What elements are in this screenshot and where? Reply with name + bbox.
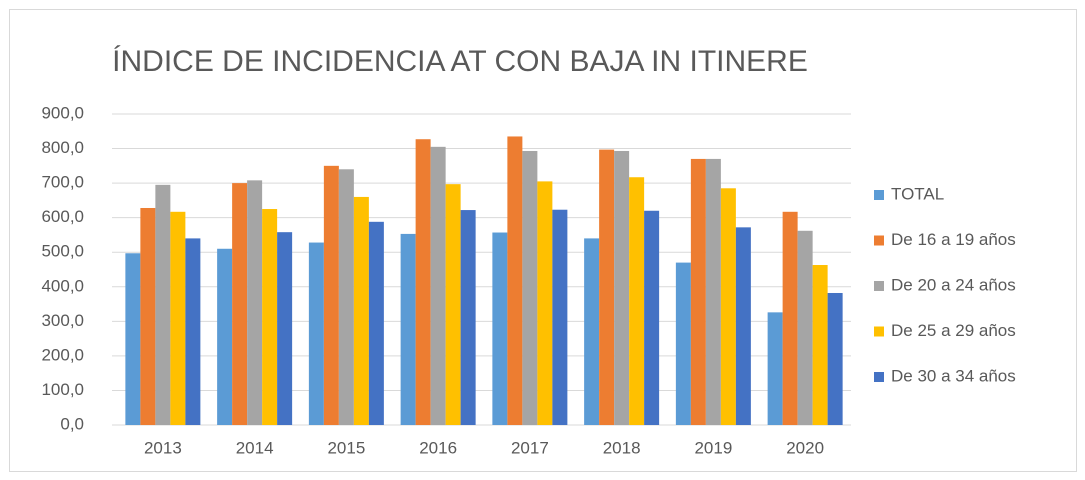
x-tick-label: 2014 [236, 438, 274, 457]
bar [599, 149, 615, 425]
legend-label: De 30 a 34 años [891, 366, 1016, 385]
bar [277, 232, 293, 425]
bar [338, 169, 354, 425]
bar [353, 196, 369, 425]
legend-label: De 20 a 24 años [891, 275, 1016, 294]
bar [690, 158, 706, 425]
bar [735, 227, 751, 425]
y-tick-label: 300,0 [41, 311, 84, 330]
legend-label: De 25 a 29 años [891, 321, 1016, 340]
bar [812, 265, 828, 425]
y-tick-label: 900,0 [41, 103, 84, 122]
bar [507, 136, 523, 425]
bar [155, 184, 171, 425]
legend-swatch [874, 326, 884, 337]
bar [140, 207, 156, 425]
bar [584, 238, 600, 425]
y-tick-label: 400,0 [41, 276, 84, 295]
x-tick-label: 2017 [511, 438, 549, 457]
y-tick-label: 600,0 [41, 207, 84, 226]
x-tick-label: 2018 [603, 438, 641, 457]
legend-swatch [874, 281, 884, 291]
legend-label: De 16 a 19 años [891, 230, 1016, 249]
legend-swatch [874, 235, 884, 246]
bar [629, 177, 645, 425]
x-tick-label: 2019 [694, 438, 732, 457]
chart-title: ÍNDICE DE INCIDENCIA AT CON BAJA IN ITIN… [112, 45, 808, 78]
y-tick-label: 500,0 [41, 242, 84, 261]
bar [720, 188, 736, 425]
bar [492, 232, 508, 425]
bar [170, 211, 186, 425]
bar [460, 210, 476, 425]
bar [675, 262, 691, 425]
bar [217, 248, 233, 425]
y-tick-label: 800,0 [41, 138, 84, 157]
x-tick-label: 2020 [786, 438, 824, 457]
y-tick-label: 100,0 [41, 380, 84, 399]
x-tick-label: 2013 [144, 438, 182, 457]
y-tick-label: 0,0 [60, 414, 84, 433]
bar [308, 242, 324, 425]
bar [125, 253, 141, 425]
bar [185, 238, 201, 425]
bar [827, 292, 843, 425]
bar [552, 209, 568, 425]
legend-swatch [874, 190, 884, 200]
bar [323, 165, 339, 426]
legend-swatch [874, 372, 884, 382]
bar [400, 233, 416, 425]
y-tick-label: 200,0 [41, 345, 84, 364]
x-tick-label: 2015 [327, 438, 365, 457]
bar [782, 211, 798, 425]
bar [430, 146, 446, 426]
y-tick-label: 700,0 [41, 173, 84, 192]
bar [797, 230, 813, 425]
bar [522, 150, 538, 426]
bar [262, 209, 278, 425]
bar [368, 221, 384, 425]
bar [614, 150, 630, 426]
bar [415, 139, 431, 425]
bar [644, 210, 660, 425]
legend-label: TOTAL [891, 184, 944, 203]
bar [232, 183, 248, 425]
x-tick-label: 2016 [419, 438, 457, 457]
bar [445, 184, 461, 425]
bar [705, 158, 721, 425]
bar [767, 312, 783, 425]
bar [247, 180, 263, 425]
bar [537, 181, 553, 425]
